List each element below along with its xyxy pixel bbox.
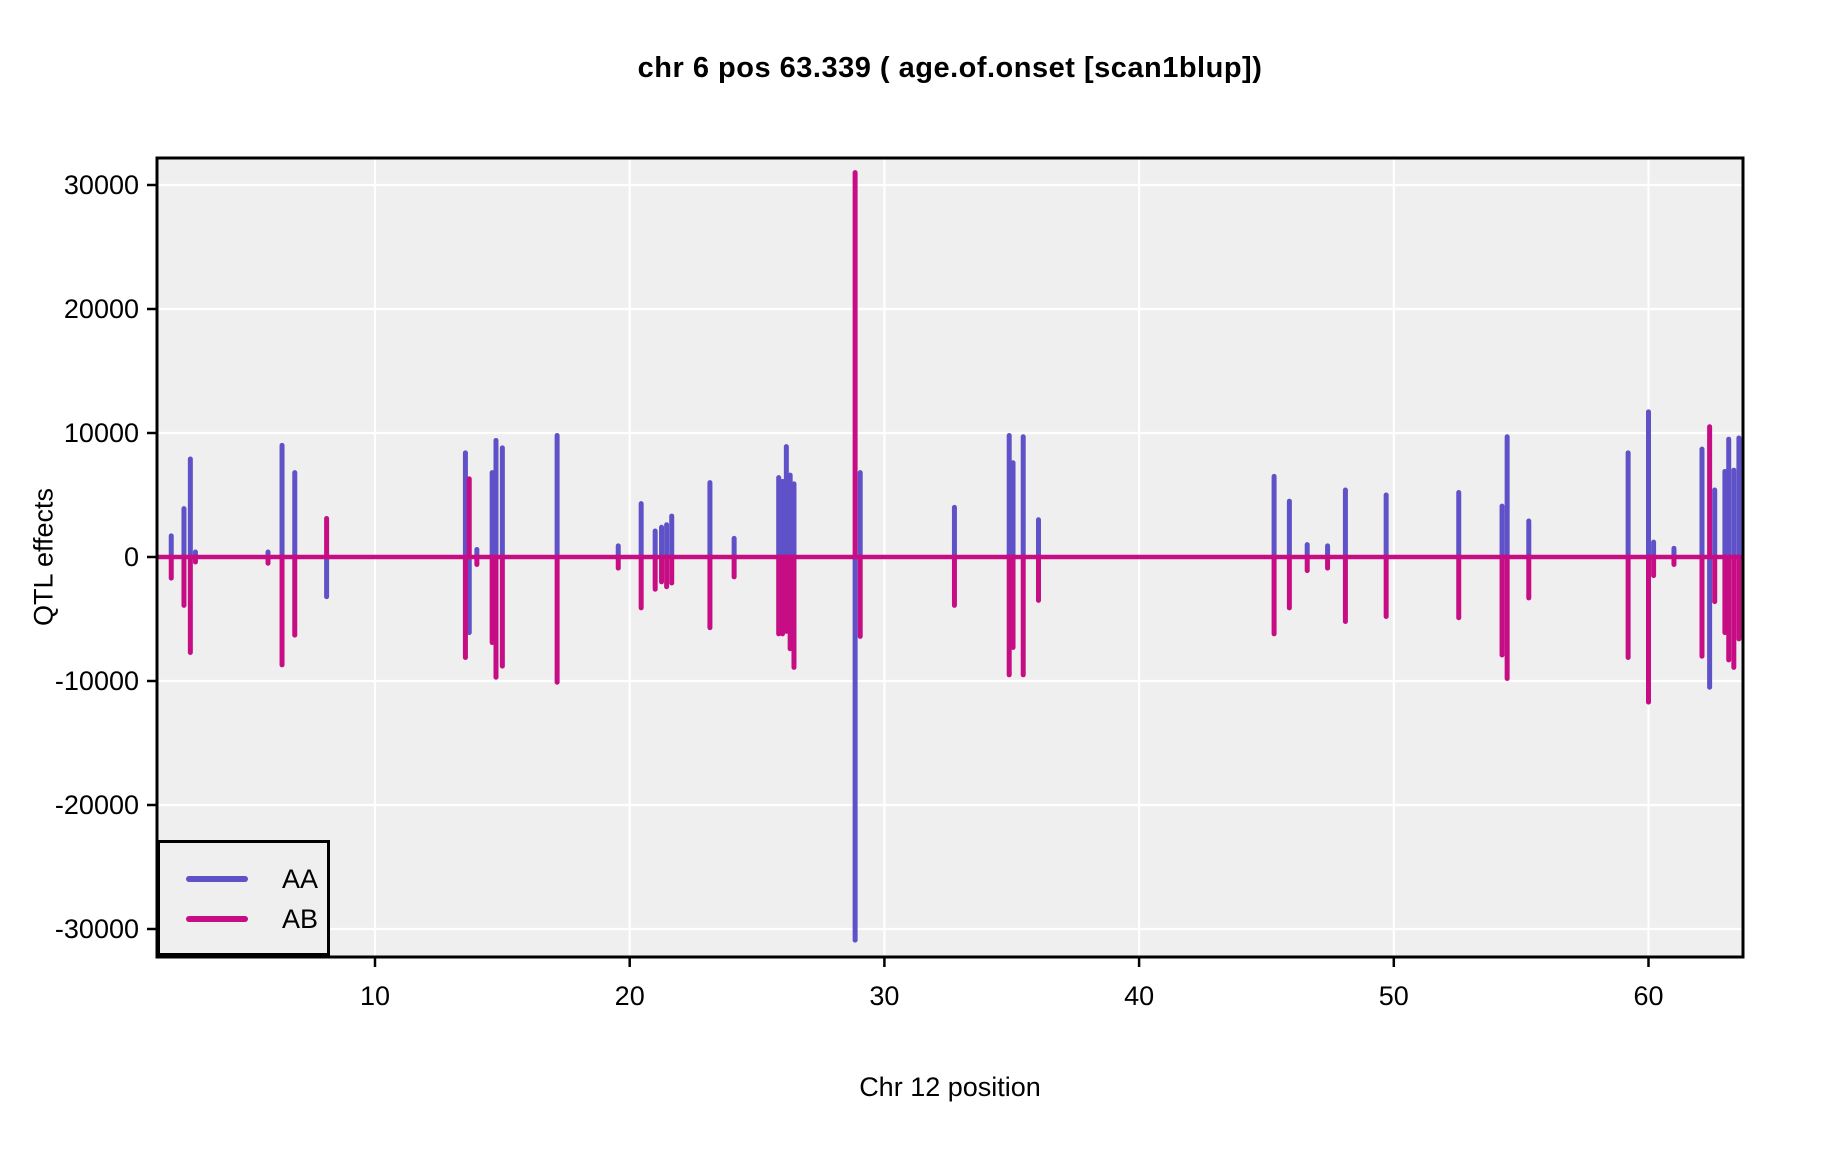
legend-line-swatch-aa [186,876,248,882]
x-tick-label: 10 [360,981,390,1011]
chart-title: chr 6 pos 63.339 ( age.of.onset [scan1bl… [637,52,1263,84]
legend-label-ab: AB [282,903,319,934]
x-tick-label: 20 [615,981,645,1011]
legend-label-aa: AA [282,863,319,894]
y-tick-label: -30000 [55,914,139,944]
x-axis-title: Chr 12 position [859,1072,1041,1102]
y-tick-label: -10000 [55,666,139,696]
y-tick-label: 30000 [64,170,139,200]
y-tick-label: 0 [124,542,139,572]
x-tick-label: 30 [869,981,899,1011]
y-tick-label: 10000 [64,418,139,448]
x-tick-label: 60 [1633,981,1663,1011]
x-tick-label: 50 [1379,981,1409,1011]
y-tick-label: 20000 [64,294,139,324]
y-tick-label: -20000 [55,790,139,820]
legend-entry-aa: AA [160,861,327,897]
y-axis-title: QTL effects [28,487,59,627]
legend: AA AB [157,840,330,956]
x-tick-label: 40 [1124,981,1154,1011]
legend-entry-ab: AB [160,901,327,937]
legend-line-swatch-ab [186,916,248,922]
